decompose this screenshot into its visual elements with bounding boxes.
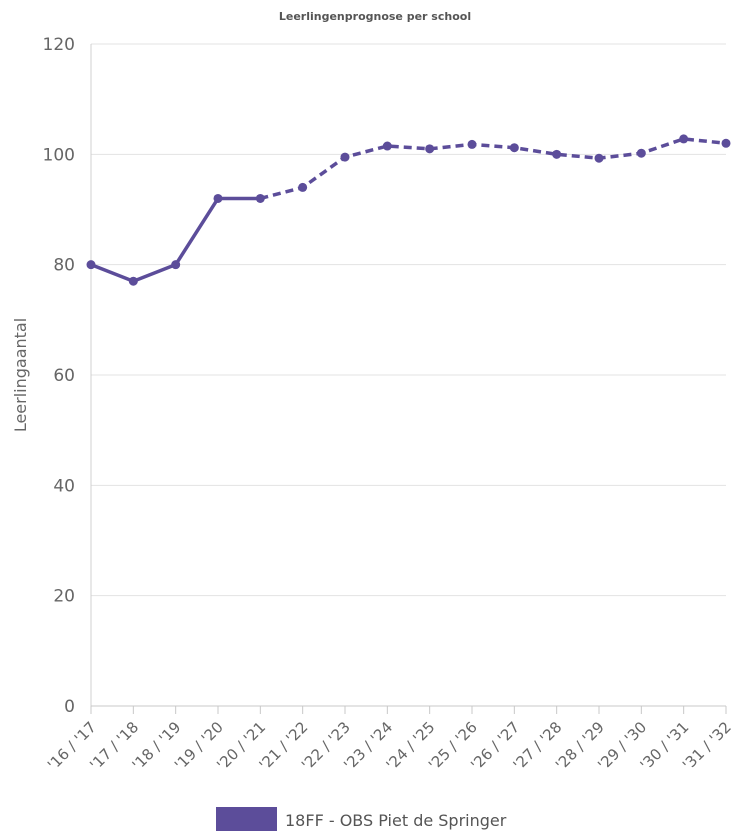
legend-label[interactable]: 18FF - OBS Piet de Springer	[285, 811, 507, 830]
data-point[interactable]	[171, 260, 181, 270]
x-axis-ticks: '16 / '17'17 / '18'18 / '19'19 / '20'20 …	[44, 706, 735, 774]
y-tick-label: 100	[43, 145, 75, 165]
y-tick-label: 0	[64, 697, 75, 717]
data-point[interactable]	[594, 153, 604, 163]
data-point[interactable]	[721, 138, 731, 148]
data-point[interactable]	[86, 260, 96, 270]
y-axis-ticks: 0 20 40 60 80 100 120	[43, 35, 75, 717]
data-point[interactable]	[213, 193, 223, 203]
data-point[interactable]	[552, 149, 562, 159]
legend-swatch[interactable]	[216, 807, 277, 831]
data-point[interactable]	[255, 193, 265, 203]
data-point[interactable]	[340, 152, 350, 162]
data-point[interactable]	[636, 148, 646, 158]
data-point[interactable]	[425, 144, 435, 154]
data-point[interactable]	[509, 143, 519, 153]
data-point[interactable]	[467, 139, 477, 149]
y-axis-label: Leerlingaantal	[11, 318, 30, 432]
grid-lines	[91, 43, 726, 707]
series-line-forecast	[259, 137, 727, 201]
data-point[interactable]	[128, 276, 138, 286]
x-axis	[90, 44, 726, 707]
y-tick-label: 40	[53, 476, 75, 496]
legend[interactable]: 18FF - OBS Piet de Springer	[216, 807, 507, 831]
data-point[interactable]	[679, 134, 689, 144]
data-point[interactable]	[382, 141, 392, 151]
data-point[interactable]	[298, 182, 308, 192]
y-tick-label: 120	[43, 35, 75, 55]
y-tick-label: 60	[53, 366, 75, 386]
y-tick-label: 20	[53, 587, 75, 607]
series-group	[86, 134, 731, 286]
y-tick-label: 80	[53, 256, 75, 276]
chart-title: Leerlingenprognose per school	[279, 10, 471, 23]
